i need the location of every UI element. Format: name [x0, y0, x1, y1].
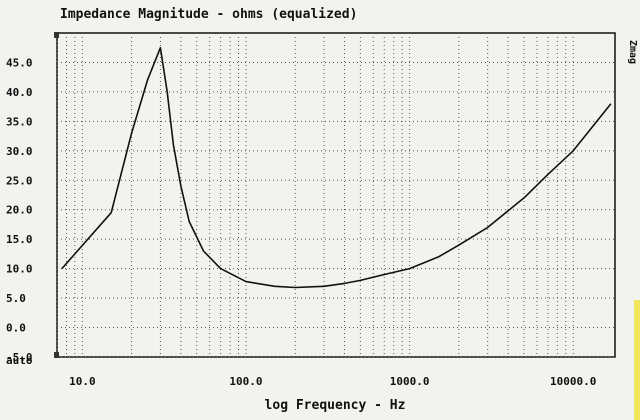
impedance-line [61, 46, 612, 289]
x-tick-label: 100.0 [229, 375, 262, 388]
y-tick-label: 30.0 [6, 145, 33, 158]
series-layer [61, 46, 612, 289]
x-tick-label: 10000.0 [550, 375, 596, 388]
y-tick-label: 45.0 [6, 56, 33, 69]
x-axis-ticks: 10.0 100.0 1000.0 10000.0 [69, 375, 596, 388]
scale-marker [54, 352, 59, 358]
y-tick-label: 40.0 [6, 86, 33, 99]
y-tick-label: -5.0 [6, 351, 33, 364]
y-tick-label: 5.0 [6, 292, 26, 305]
y-auto-label: auto [6, 354, 33, 367]
plot-area [56, 32, 616, 358]
y-tick-label: 35.0 [6, 115, 33, 128]
x-tick-label: 10.0 [69, 375, 96, 388]
y-tick-label: 25.0 [6, 174, 33, 187]
scan-edge [634, 300, 640, 420]
y-tick-label: 15.0 [6, 233, 33, 246]
x-axis-label: log Frequency - Hz [265, 398, 406, 413]
side-label: Zmag [627, 40, 638, 64]
y-tick-label: 0.0 [6, 322, 26, 335]
y-tick-label: 10.0 [6, 263, 33, 276]
grid [56, 33, 615, 358]
y-axis-ticks: 45.0 40.0 35.0 30.0 25.0 20.0 15.0 10.0 5.0 0.0 -5… [6, 56, 33, 364]
scale-marker [54, 32, 59, 38]
chart-title: Impedance Magnitude - ohms (equalized) [60, 7, 357, 22]
x-tick-label: 1000.0 [390, 375, 430, 388]
y-tick-label: 20.0 [6, 204, 33, 217]
